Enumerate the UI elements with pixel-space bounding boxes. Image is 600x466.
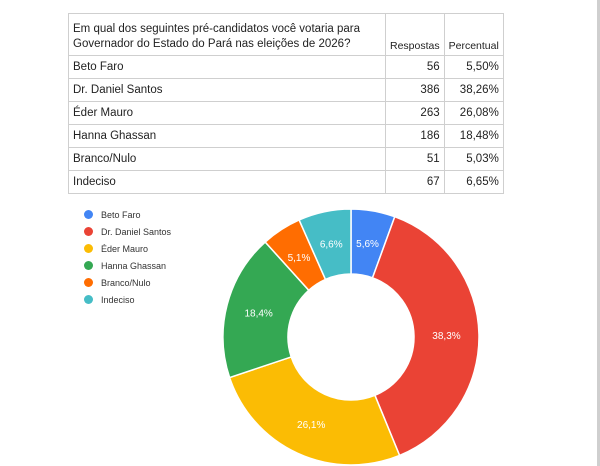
table-row: Indeciso 67 6,65% xyxy=(68,170,504,194)
table-row: Hanna Ghassan 186 18,48% xyxy=(68,124,504,148)
legend-swatch xyxy=(84,295,93,304)
responses-cell: 186 xyxy=(385,124,445,148)
percent-cell: 6,65% xyxy=(443,170,504,194)
question-header: Em qual dos seguintes pré-candidatos voc… xyxy=(68,13,386,56)
legend-label: Éder Mauro xyxy=(101,243,149,254)
table-body: Beto Faro 56 5,50% Dr. Daniel Santos 386 38,2… xyxy=(68,55,504,194)
scrollbar-edge[interactable] xyxy=(597,0,600,466)
legend-item: Branco/Nulo xyxy=(84,274,171,291)
legend-item: Hanna Ghassan xyxy=(84,257,171,274)
slice-label: 18,4% xyxy=(244,309,272,320)
legend-label: Dr. Daniel Santos xyxy=(101,226,172,237)
candidate-name: Hanna Ghassan xyxy=(68,124,386,148)
legend-swatch xyxy=(84,278,93,287)
responses-cell: 67 xyxy=(385,170,445,194)
donut-slice xyxy=(228,356,401,466)
donut-slice xyxy=(371,215,480,457)
table-row: Branco/Nulo 51 5,03% xyxy=(68,147,504,171)
table-row: Beto Faro 56 5,50% xyxy=(68,55,504,79)
chart-legend: Beto Faro Dr. Daniel Santos Éder Mauro Hann… xyxy=(84,206,171,308)
results-table: Em qual dos seguintes pré-candidatos voc… xyxy=(68,13,504,194)
responses-cell: 56 xyxy=(385,55,445,79)
table-header-row: Em qual dos seguintes pré-candidatos voc… xyxy=(68,13,504,56)
responses-header: Respostas xyxy=(385,13,445,56)
legend-item: Éder Mauro xyxy=(84,240,171,257)
percent-cell: 18,48% xyxy=(443,124,504,148)
legend-item: Indeciso xyxy=(84,291,171,308)
legend-label: Beto Faro xyxy=(101,209,141,220)
candidate-name: Éder Mauro xyxy=(68,101,386,125)
percent-cell: 5,03% xyxy=(443,147,504,171)
percent-cell: 26,08% xyxy=(443,101,504,125)
percent-cell: 38,26% xyxy=(443,78,504,102)
slice-label: 5,1% xyxy=(288,253,311,264)
legend-swatch xyxy=(84,227,93,236)
responses-cell: 263 xyxy=(385,101,445,125)
responses-cell: 51 xyxy=(385,147,445,171)
legend-item: Beto Faro xyxy=(84,206,171,223)
legend-label: Indeciso xyxy=(101,294,135,305)
legend-swatch xyxy=(84,261,93,270)
slice-label: 6,6% xyxy=(320,240,343,251)
legend-swatch xyxy=(84,244,93,253)
table-row: Éder Mauro 263 26,08% xyxy=(68,101,504,125)
legend-label: Branco/Nulo xyxy=(101,277,151,288)
percent-cell: 5,50% xyxy=(443,55,504,79)
legend-label: Hanna Ghassan xyxy=(101,260,167,271)
slice-label: 5,6% xyxy=(356,239,379,250)
slice-label: 38,3% xyxy=(432,331,460,342)
candidate-name: Indeciso xyxy=(68,170,386,194)
donut-slice xyxy=(298,208,352,281)
legend-item: Dr. Daniel Santos xyxy=(84,223,171,240)
slice-label: 26,1% xyxy=(297,420,325,431)
candidate-name: Beto Faro xyxy=(68,55,386,79)
legend-swatch xyxy=(84,210,93,219)
